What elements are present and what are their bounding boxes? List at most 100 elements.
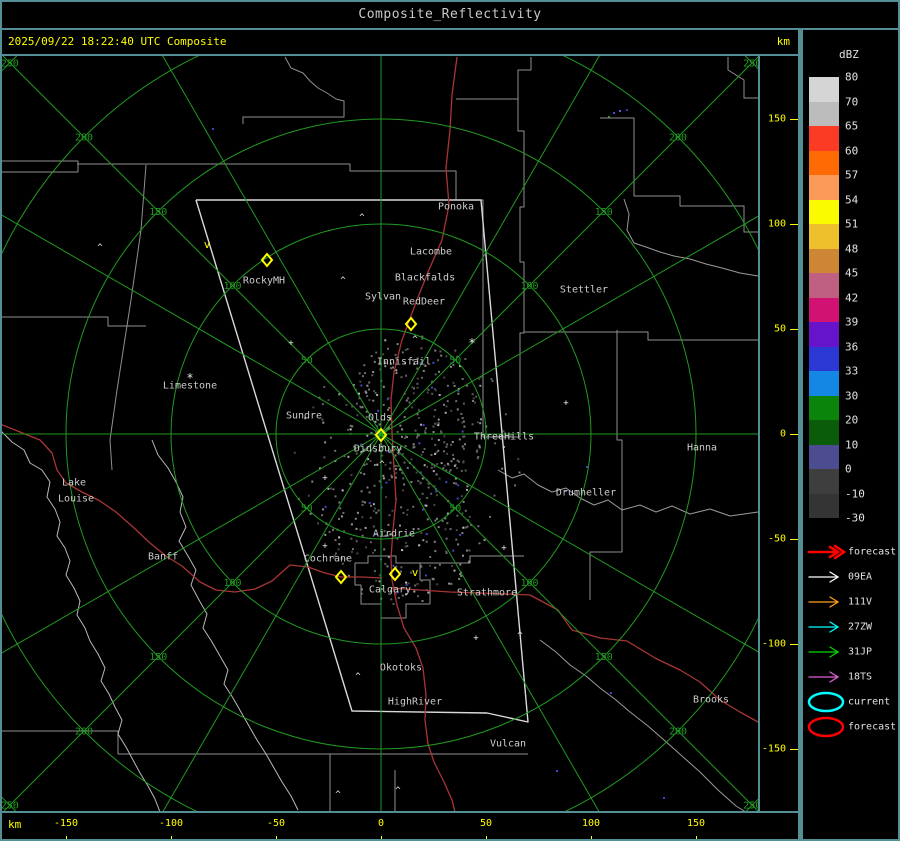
- county-line: [354, 555, 431, 619]
- ring-label: 50: [301, 355, 313, 366]
- v-arrow-marker: v: [204, 238, 211, 251]
- echo-dot: [619, 110, 621, 112]
- dbz-scale-label: 42: [845, 291, 859, 304]
- map-right-separator: [758, 54, 760, 813]
- right-axis-tick: [790, 224, 798, 225]
- right-axis-tick-label: 150: [767, 113, 786, 125]
- echo-dot: [610, 692, 612, 694]
- dbz-scale-label: 60: [845, 144, 859, 157]
- dbz-scale-label: 54: [845, 193, 859, 206]
- caret-marker: ^: [517, 631, 523, 641]
- legend-row: forecast: [803, 539, 900, 564]
- site-diamond-marker: [260, 252, 274, 268]
- echo-dot: [556, 770, 558, 772]
- echo-dot: [663, 797, 665, 799]
- timestamp-label: 2025/09/22 18:22:40 UTC Composite: [8, 35, 227, 48]
- site-diamond-marker: [388, 566, 402, 582]
- legend-row: forecast: [803, 714, 900, 739]
- legend-label: 09EA: [848, 571, 873, 582]
- ring-label: 200: [75, 133, 93, 144]
- city-label: Limestone: [163, 381, 217, 392]
- dbz-swatch: [809, 469, 839, 494]
- asterisk-marker: *: [468, 336, 475, 350]
- echo-dot: [608, 116, 610, 118]
- city-label: Brooks: [693, 695, 729, 706]
- river-line: [539, 639, 747, 813]
- dbz-swatch: [809, 224, 839, 249]
- storm-arrow: [808, 670, 840, 683]
- dbz-scale-label: 65: [845, 119, 859, 133]
- city-label: Sylvan: [365, 292, 401, 303]
- ring-label: 250: [743, 58, 759, 69]
- caret-marker: ^: [379, 460, 385, 470]
- city-label: Vulcan: [490, 739, 526, 750]
- dbz-scale-label: -10: [845, 487, 865, 500]
- county-line: [109, 164, 147, 471]
- city-label: Innisfail: [377, 357, 431, 368]
- city-label: Blackfalds: [395, 273, 455, 284]
- ring-label: 150: [595, 207, 613, 218]
- dbz-swatch: [809, 493, 839, 518]
- window-title: Composite_Reflectivity: [358, 7, 542, 22]
- city-label: Louise: [58, 494, 94, 505]
- legend-label: 31JP: [848, 646, 873, 657]
- legend-label: 111V: [848, 596, 873, 607]
- ring-label: 200: [669, 133, 687, 144]
- panel-separator: [798, 28, 803, 841]
- bottom-axis-tick: [591, 836, 592, 841]
- title-separator: [0, 28, 900, 30]
- bottom-axis-tick-label: 150: [686, 818, 706, 829]
- plus-marker: +: [288, 339, 294, 349]
- bottom-axis-tick: [276, 836, 277, 841]
- city-label: Didsbury: [354, 444, 402, 455]
- dbz-swatch: [809, 273, 839, 298]
- site-diamond-marker: [334, 569, 348, 585]
- dbz-swatch: [809, 371, 839, 396]
- dbz-swatch: [809, 150, 839, 175]
- legend-arrow-icon: [808, 620, 840, 633]
- caret-marker: ^: [340, 276, 346, 286]
- county-line: [420, 555, 524, 564]
- dbz-scale-label: 20: [845, 413, 859, 427]
- ring-label: 150: [149, 652, 167, 663]
- legend-label: 18TS: [848, 671, 873, 682]
- city-label: Lacombe: [410, 247, 452, 258]
- legend-ellipse-icon: [807, 691, 845, 712]
- radial-line: [129, 0, 617, 841]
- county-line: [77, 163, 457, 200]
- bottom-axis-unit-label: km: [8, 818, 22, 831]
- right-axis-tick: [790, 749, 798, 750]
- echo-dot: [565, 490, 567, 492]
- header-separator: [0, 54, 803, 56]
- bottom-axis-tick-label: 100: [581, 818, 601, 829]
- ring-label: 200: [75, 726, 93, 737]
- dbz-swatch: [809, 444, 839, 469]
- storm-arrow: [807, 544, 847, 559]
- right-axis-tick-label: 50: [773, 323, 786, 335]
- right-axis-tick-label: 0: [779, 428, 786, 440]
- ring-label: 250: [2, 801, 19, 812]
- city-label: Stettler: [560, 285, 608, 296]
- city-label: Cochrane: [304, 554, 352, 565]
- city-label: Ponoka: [438, 202, 474, 213]
- legend-label: current: [848, 696, 891, 707]
- highway-line: [390, 56, 458, 813]
- city-label: Airdrie: [373, 529, 415, 540]
- ring-label: 100: [223, 281, 241, 292]
- dbz-scale-label: 10: [845, 438, 859, 451]
- county-line: [0, 160, 79, 173]
- asterisk-marker: *: [186, 371, 193, 385]
- legend-label: forecast: [848, 721, 897, 732]
- storm-arrow: [808, 645, 840, 658]
- map-bottom-separator: [0, 811, 803, 813]
- ring-label: 50: [449, 504, 461, 515]
- bottom-axis-tick: [486, 836, 487, 841]
- plus-marker: +: [322, 542, 328, 552]
- right-axis-tick-label: -50: [767, 533, 786, 545]
- right-axis-tick-label: -100: [761, 638, 786, 650]
- legend-row: 09EA: [803, 564, 900, 589]
- dbz-scale-label: -30: [845, 511, 865, 525]
- legend-row: 31JP: [803, 639, 900, 664]
- city-label: Banff: [148, 552, 178, 563]
